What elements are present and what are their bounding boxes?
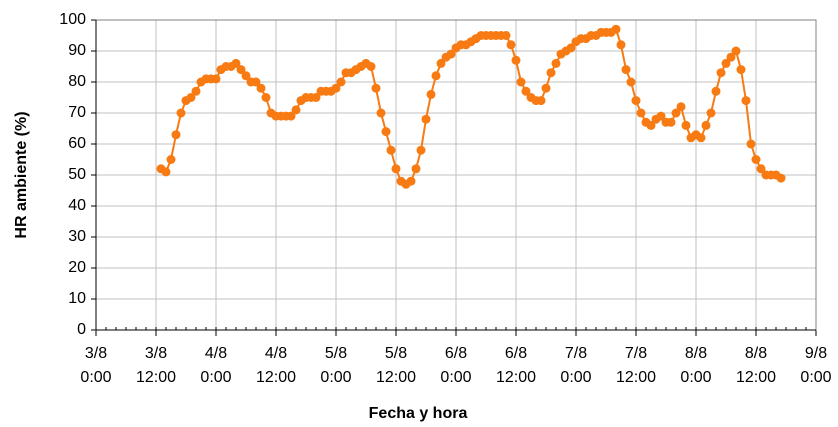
data-point [191, 86, 201, 96]
data-point [506, 40, 516, 50]
x-tick-label: 4/8 0:00 [200, 345, 232, 386]
data-point [331, 83, 341, 93]
data-point [516, 77, 526, 87]
data-point [721, 58, 731, 68]
data-point [736, 65, 746, 75]
data-point [421, 114, 431, 124]
x-axis-label: Fecha y hora [369, 405, 468, 422]
data-point [371, 83, 381, 93]
data-point [161, 167, 171, 177]
data-point [656, 111, 666, 121]
data-point [566, 43, 576, 53]
data-point [546, 68, 556, 78]
data-point [311, 93, 321, 102]
data-point [611, 24, 621, 34]
data-point [681, 120, 691, 130]
y-tick-label: 60 [68, 135, 86, 152]
data-point [671, 108, 681, 118]
data-point [636, 108, 646, 118]
data-point [616, 40, 626, 50]
data-point [511, 55, 521, 65]
data-point [776, 173, 786, 183]
y-tick-label: 0 [77, 321, 86, 338]
y-tick-label: 80 [68, 73, 86, 90]
data-point [521, 86, 531, 96]
data-point [731, 46, 741, 56]
data-point [646, 120, 656, 130]
data-point [406, 176, 416, 186]
data-point [366, 62, 376, 71]
data-point [666, 117, 676, 127]
x-tick-label: 6/8 0:00 [440, 345, 472, 386]
x-tick-label: 5/8 0:00 [320, 345, 352, 386]
data-point [726, 52, 736, 62]
data-point [626, 77, 636, 87]
data-point [391, 164, 401, 174]
data-point [446, 49, 456, 59]
data-point [706, 108, 716, 118]
data-point [676, 102, 686, 112]
x-tick-label: 7/8 12:00 [615, 345, 657, 386]
data-point [436, 58, 446, 68]
series-line [160, 27, 782, 186]
data-point [166, 155, 176, 164]
data-point [231, 58, 241, 68]
data-point [541, 83, 551, 93]
y-tick-label: 50 [68, 166, 86, 183]
data-point [756, 164, 766, 174]
data-point [186, 93, 196, 102]
data-point [236, 65, 246, 75]
data-point [261, 93, 271, 102]
data-point [751, 155, 761, 164]
data-point [386, 145, 396, 155]
data-point [716, 68, 726, 78]
data-point [171, 130, 181, 140]
data-point [631, 96, 641, 106]
data-point [336, 77, 346, 87]
y-tick-label: 20 [68, 259, 86, 276]
data-point [416, 145, 426, 155]
data-point [411, 164, 421, 174]
data-point [701, 120, 711, 130]
data-point [501, 31, 511, 40]
y-tick-label: 10 [68, 290, 86, 307]
data-point [551, 58, 561, 68]
data-point [621, 65, 631, 75]
y-tick-label: 70 [68, 104, 86, 121]
x-tick-label: 5/8 12:00 [375, 345, 417, 386]
y-tick-label: 90 [68, 42, 86, 59]
data-point [256, 83, 266, 93]
data-point [286, 111, 296, 121]
x-tick-label: 9/8 0:00 [800, 345, 832, 386]
x-tick-label: 8/8 12:00 [735, 345, 777, 386]
y-tick-label: 30 [68, 228, 86, 245]
data-point [431, 71, 441, 81]
x-tick-label: 3/8 0:00 [80, 345, 112, 386]
data-point [376, 108, 386, 118]
y-axis-label: HR ambiente (%) [13, 111, 30, 238]
y-tick-label: 40 [68, 197, 86, 214]
data-point [746, 139, 756, 149]
x-tick-label: 6/8 12:00 [495, 345, 537, 386]
data-point [426, 89, 436, 99]
x-tick-label: 7/8 0:00 [560, 345, 592, 386]
data-point [536, 96, 546, 106]
data-point [251, 77, 261, 87]
data-point [291, 105, 301, 115]
x-tick-label: 3/8 12:00 [135, 345, 177, 386]
y-tick-label: 100 [59, 11, 86, 28]
x-tick-label: 4/8 12:00 [255, 345, 297, 386]
data-point [741, 96, 751, 106]
data-point [381, 127, 391, 137]
data-point [711, 86, 721, 96]
data-point [696, 133, 706, 143]
data-point [176, 108, 186, 118]
data-point [241, 71, 251, 81]
x-tick-label: 8/8 0:00 [680, 345, 712, 386]
data-point [211, 74, 221, 84]
